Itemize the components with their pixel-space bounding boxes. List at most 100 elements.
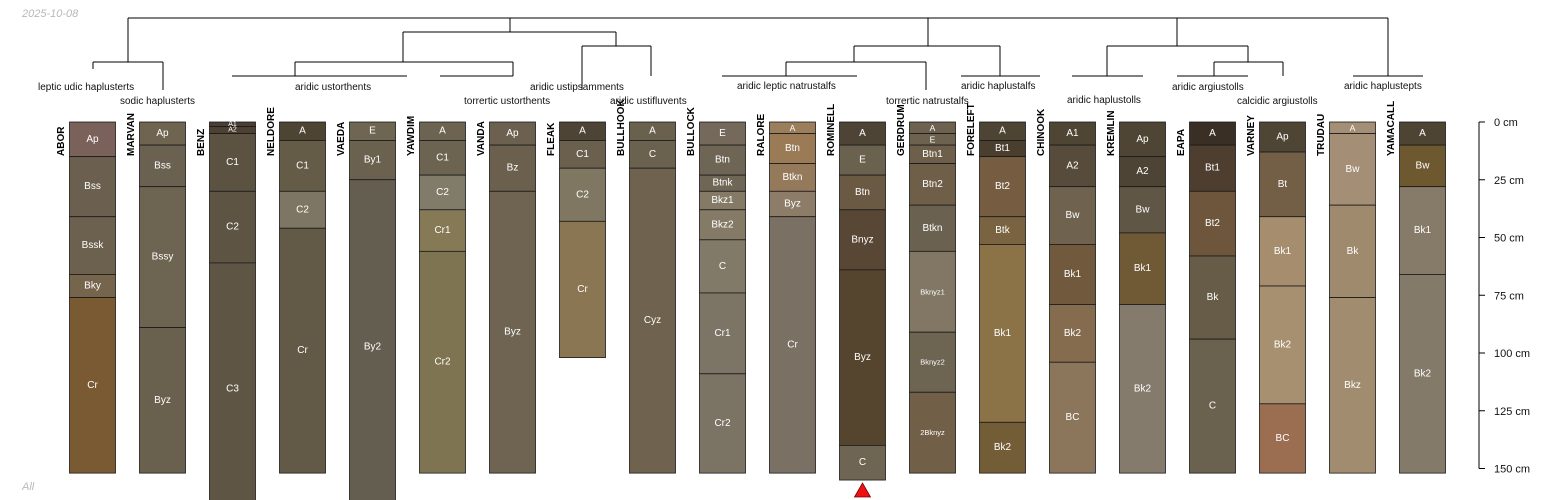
horizon-cr (279, 227, 326, 474)
horizon-label: A (999, 126, 1006, 137)
horizon-label: Bt2 (1205, 218, 1220, 229)
profile-eapa: A Bt1 Bt2 Bk C EAPA (1176, 121, 1236, 474)
dendrogram (92, 17, 1423, 90)
horizon-label: Cr (577, 284, 588, 295)
profile-id-label: CHINOOK (1036, 108, 1047, 156)
profile-trudau: A Bw Bk Bkz TRUDAU (1316, 114, 1376, 474)
profile-id-label: YAMACALL (1386, 101, 1397, 156)
horizon-label: Bk1 (1414, 225, 1432, 236)
horizon-label: Btkn (922, 223, 942, 234)
horizon-label: Btn1 (922, 149, 943, 160)
horizon-label: Bk (1347, 246, 1360, 257)
horizon-bt2 (1189, 190, 1236, 257)
horizon-label: BC (1066, 412, 1080, 423)
horizon-btn (839, 174, 886, 211)
horizon-label: Bkz2 (711, 219, 734, 230)
horizon-c1 (419, 140, 466, 176)
horizon-label: Cyz (644, 315, 661, 326)
horizon-label: Bssk (82, 240, 105, 251)
horizon-label: Bk1 (1134, 263, 1152, 274)
taxonomy-labels: leptic udic haplusterts sodic haplusterts… (38, 81, 1422, 107)
profile-id-label: FORELEFT (966, 103, 977, 156)
profile-vaeda: E By1 By2 VAEDA (336, 121, 396, 500)
horizon-bss (139, 144, 186, 188)
profile-gerdrum: AE Btn1 Btn2 Btkn Bknyz1 Bknyz2 2Bknyz GERDRUM (896, 104, 956, 474)
horizon-btkn (769, 163, 816, 192)
horizon-label: Bw (1416, 160, 1431, 171)
horizon-bk2 (979, 421, 1026, 474)
horizon-label: Bw (1066, 210, 1081, 221)
taxon-label: sodic haplusterts (120, 96, 195, 107)
horizon-label: A (930, 123, 936, 133)
profile-id-label: ROMINELL (826, 104, 837, 156)
taxon-label: aridic ustorthents (295, 82, 371, 93)
horizon-cr1 (419, 209, 466, 252)
horizon-label: C1 (576, 149, 589, 160)
horizon-c (629, 140, 676, 169)
depth-tick-label: 125 cm (1494, 406, 1530, 418)
horizon-bssk (69, 216, 116, 275)
horizon-2bknyz (909, 391, 956, 474)
taxon-label: leptic udic haplusterts (38, 82, 134, 93)
depth-tick-label: 100 cm (1494, 348, 1530, 360)
horizon-label: C3 (226, 383, 239, 394)
profile-id-label: BENZ (196, 129, 207, 156)
horizon-label: BC (1276, 433, 1290, 444)
horizon-bt1 (1189, 144, 1236, 192)
horizon-label: Cr1 (434, 225, 451, 236)
horizon-label: Cr (787, 339, 798, 350)
horizon-by1 (349, 140, 396, 181)
horizon-label: C1 (296, 160, 309, 171)
horizon-label: A (439, 126, 446, 137)
horizon-label: Bk2 (1274, 339, 1292, 350)
horizon-bk2 (1259, 285, 1306, 405)
horizon-bknyz1 (909, 250, 956, 333)
horizon-label: 2Bknyz (920, 428, 945, 437)
horizon-label: A (1209, 128, 1216, 139)
horizon-bk1 (1119, 232, 1166, 305)
horizon-label: Btnk (712, 178, 733, 189)
horizon-label: Btk (995, 225, 1010, 236)
horizon-label: A (1419, 128, 1426, 139)
profile-id-label: ABOR (56, 126, 67, 156)
horizon-label: C2 (436, 187, 449, 198)
horizon-bk1 (1259, 216, 1306, 287)
horizon-label: C (719, 261, 726, 272)
horizon-label: Bw (1136, 204, 1151, 215)
horizon-label: Bnyz (851, 234, 873, 245)
horizon-label: Btkn (782, 172, 802, 183)
horizon-label: Cr1 (714, 328, 731, 339)
horizon-bt (1259, 151, 1306, 218)
profile-yamacall: A Bw Bk1 Bk2 YAMACALL (1386, 101, 1446, 474)
horizon-label: Ap (156, 128, 169, 139)
horizon-label: Bknyz2 (920, 358, 945, 367)
horizon-byz (489, 190, 536, 474)
horizon-label: C1 (226, 157, 239, 168)
marker-triangle (853, 482, 872, 498)
horizon-bc (1259, 403, 1306, 474)
horizon-label: Bknyz1 (920, 287, 945, 296)
horizon-label: Cr (297, 345, 308, 356)
horizon-label: Cr2 (434, 357, 451, 368)
horizon-label: Cr (87, 380, 98, 391)
horizon-label: A1 (228, 121, 237, 128)
horizon-label: Bkz1 (711, 195, 734, 206)
horizon-label: Bk (1207, 292, 1220, 303)
profile-marvan: Ap Bss Bssy Byz MARVAN (126, 113, 186, 474)
horizon-c (699, 239, 746, 294)
horizon-bw (1119, 186, 1166, 234)
horizon-label: A2 (1136, 166, 1149, 177)
horizon-e (839, 144, 886, 176)
horizon-btn (769, 133, 816, 164)
horizon-label: Bk2 (1064, 328, 1082, 339)
horizon-bss (69, 156, 116, 218)
horizon-bc (1049, 361, 1096, 474)
horizon-byz (139, 327, 186, 474)
profile-varney: Ap Bt Bk1 Bk2 BC VARNEY (1246, 115, 1306, 474)
profile-bullhook: A C Cyz BULLHOOK (616, 99, 676, 474)
depth-tick-label: 50 cm (1494, 233, 1524, 245)
horizon-c2 (419, 174, 466, 211)
horizon-bk (1189, 255, 1236, 340)
